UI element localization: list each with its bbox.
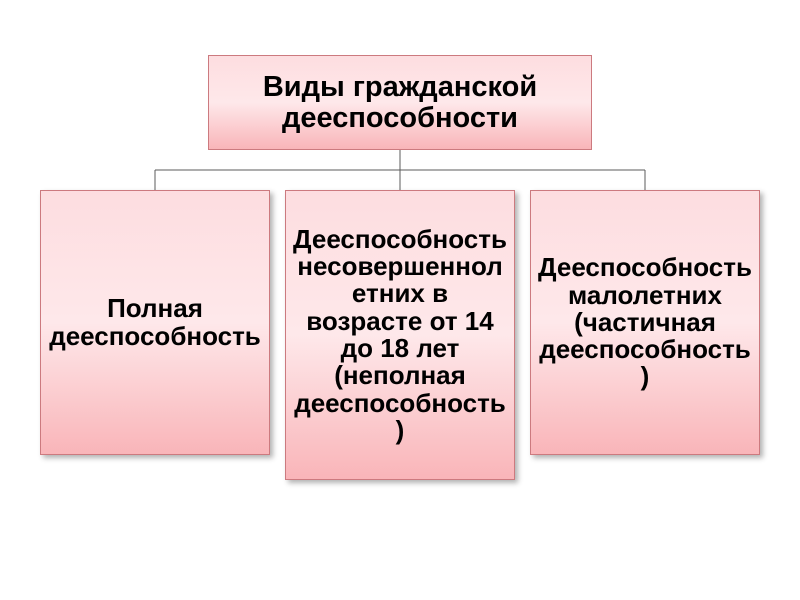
root-label: Виды гражданской дееспособности: [214, 72, 586, 133]
child-label-2: Дееспособность несовершеннолетних в возр…: [291, 226, 509, 444]
child-label-1: Полная дееспособность: [46, 295, 264, 350]
children-row: Полная дееспособность Дееспособность нес…: [40, 190, 760, 480]
child-node-2: Дееспособность несовершеннолетних в возр…: [285, 190, 515, 480]
child-node-3: Дееспособность малолетних (частичная дее…: [530, 190, 760, 455]
child-label-3: Дееспособность малолетних (частичная дее…: [536, 254, 754, 390]
child-node-1: Полная дееспособность: [40, 190, 270, 455]
root-node: Виды гражданской дееспособности: [208, 55, 592, 150]
